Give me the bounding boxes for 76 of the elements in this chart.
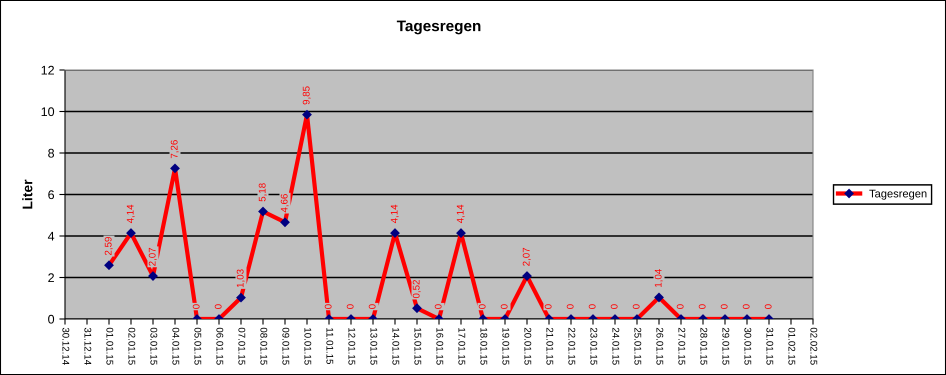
x-tick-label: 19.01.15 bbox=[502, 328, 510, 365]
data-label: 0 bbox=[368, 304, 376, 309]
x-tick-label: 02.01.15 bbox=[128, 328, 136, 365]
x-tick-label: 20.01.15 bbox=[524, 328, 532, 365]
data-label: 1,03 bbox=[236, 269, 245, 288]
x-tick-label: 13.01.15 bbox=[370, 328, 378, 365]
data-label: 0 bbox=[720, 304, 728, 309]
data-label: 0 bbox=[764, 304, 772, 309]
data-label: 0 bbox=[214, 304, 222, 309]
data-label: 0 bbox=[566, 304, 574, 309]
x-tick-label: 29.01.15 bbox=[722, 328, 730, 365]
x-tick-label: 12.01.15 bbox=[348, 328, 356, 365]
x-tick-label: 09.01.15 bbox=[282, 328, 290, 365]
x-tick-label: 24.01.15 bbox=[612, 328, 620, 365]
data-label: 0,52 bbox=[412, 280, 421, 298]
x-tick-label: 28.01.15 bbox=[700, 328, 708, 365]
x-tick-label: 05.01.15 bbox=[194, 328, 202, 365]
x-tick-label: 04.01.15 bbox=[172, 328, 180, 365]
data-label: 2,59 bbox=[104, 237, 113, 256]
x-tick-label: 17.01.15 bbox=[458, 328, 466, 365]
data-label: 0 bbox=[544, 304, 552, 309]
x-tick-label: 06.01.15 bbox=[216, 328, 224, 365]
x-tick-label: 01.01.15 bbox=[106, 328, 114, 365]
data-label: 0 bbox=[346, 304, 354, 309]
data-label: 4,14 bbox=[390, 204, 399, 224]
x-tick-label: 25.01.15 bbox=[634, 328, 642, 365]
data-label: 1,04 bbox=[654, 269, 663, 287]
data-label: 0 bbox=[676, 304, 684, 309]
data-label: 4,14 bbox=[126, 204, 135, 224]
data-label: 0 bbox=[192, 304, 200, 309]
data-label: 4,14 bbox=[456, 204, 465, 224]
x-tick-label: 11.01.15 bbox=[326, 328, 334, 364]
x-tick-label: 02.02.15 bbox=[810, 328, 818, 365]
data-label: 0 bbox=[632, 304, 640, 309]
data-label: 0 bbox=[610, 304, 618, 309]
x-tick-label: 27.01.15 bbox=[678, 328, 686, 365]
y-tick-label: 2 bbox=[48, 273, 54, 282]
data-label: 0 bbox=[478, 304, 486, 309]
x-tick-label: 30.12.14 bbox=[62, 328, 70, 365]
data-label: 0 bbox=[698, 304, 706, 309]
data-label: 0 bbox=[324, 304, 332, 309]
x-tick-label: 01.02.15 bbox=[788, 328, 796, 365]
x-tick-label: 31.01.15 bbox=[766, 328, 774, 365]
data-label: 2,07 bbox=[522, 248, 531, 266]
y-tick-label: 6 bbox=[48, 190, 54, 200]
y-tick-label: 12 bbox=[42, 66, 54, 75]
data-label: 0 bbox=[434, 304, 442, 309]
x-tick-label: 22.01.15 bbox=[568, 328, 576, 365]
chart-title: Tagesregen bbox=[396, 20, 480, 34]
data-label: 4,66 bbox=[280, 194, 289, 212]
x-tick-label: 07.01.15 bbox=[238, 328, 246, 365]
x-tick-label: 10.01.15 bbox=[304, 328, 312, 365]
data-label: 7,26 bbox=[170, 140, 179, 158]
legend-label: Tagesregen bbox=[869, 190, 926, 200]
x-tick-label: 18.01.15 bbox=[480, 328, 488, 365]
x-tick-label: 08.01.15 bbox=[260, 328, 268, 365]
x-tick-label: 14.01.15 bbox=[392, 328, 400, 365]
x-tick-label: 23.01.15 bbox=[590, 328, 598, 365]
y-tick-label: 10 bbox=[42, 107, 54, 116]
data-label: 0 bbox=[588, 304, 596, 309]
x-tick-label: 21.01.15 bbox=[546, 328, 554, 365]
x-tick-label: 16.01.15 bbox=[436, 328, 444, 365]
y-tick-label: 4 bbox=[48, 232, 54, 241]
x-tick-label: 31.12.14 bbox=[84, 328, 92, 365]
y-tick-label: 8 bbox=[48, 148, 54, 158]
y-axis-title: Liter bbox=[22, 180, 32, 209]
data-label: 5,18 bbox=[258, 183, 267, 202]
data-label: 0 bbox=[742, 304, 750, 309]
y-tick-label: 0 bbox=[48, 314, 54, 324]
data-label: 2,07 bbox=[148, 248, 157, 266]
x-tick-label: 03.01.15 bbox=[150, 328, 158, 365]
data-label: 9,85 bbox=[302, 86, 311, 104]
x-tick-label: 30.01.15 bbox=[744, 328, 752, 365]
x-tick-label: 15.01.15 bbox=[414, 328, 422, 365]
data-label: 0 bbox=[500, 304, 508, 309]
x-tick-label: 26.01.15 bbox=[656, 328, 664, 365]
